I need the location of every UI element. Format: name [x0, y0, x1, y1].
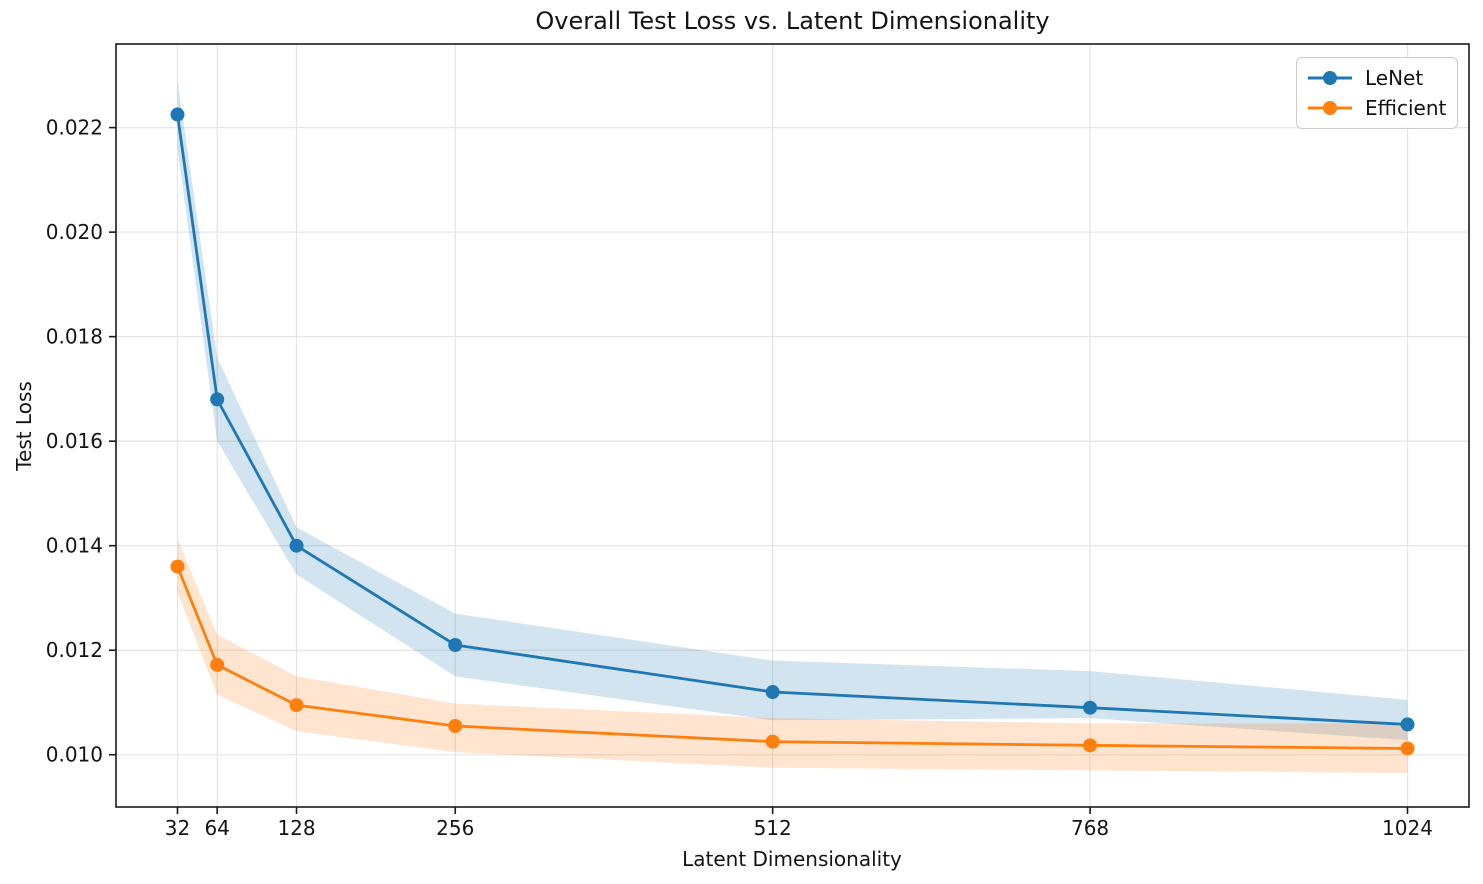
confidence-band-efficient: [177, 539, 1408, 774]
data-point-lenet: [765, 685, 780, 700]
x-tick-label: 256: [436, 816, 474, 840]
x-tick-label: 768: [1071, 816, 1109, 840]
data-point-efficient: [1083, 738, 1098, 753]
y-axis-label: Test Loss: [12, 381, 36, 471]
x-tick-label: 128: [277, 816, 315, 840]
data-point-efficient: [765, 734, 780, 749]
legend-marker-lenet-icon: [1308, 71, 1352, 85]
chart-title: Overall Test Loss vs. Latent Dimensional…: [535, 7, 1050, 35]
x-tick-label: 512: [754, 816, 792, 840]
data-point-lenet: [170, 107, 185, 122]
y-tick-label: 0.022: [46, 116, 103, 140]
y-tick-label: 0.016: [46, 429, 103, 453]
data-point-lenet: [1400, 717, 1415, 732]
data-point-efficient: [289, 698, 304, 713]
x-tick-label: 1024: [1382, 816, 1433, 840]
data-point-efficient: [1400, 741, 1415, 756]
y-tick-label: 0.012: [46, 638, 103, 662]
legend-item-efficient: Efficient: [1307, 95, 1447, 121]
data-point-lenet: [289, 538, 304, 553]
data-point-lenet: [1083, 700, 1098, 715]
confidence-band-lenet: [177, 80, 1408, 741]
series-line-lenet: [176, 113, 1409, 726]
y-tick-label: 0.020: [46, 220, 103, 244]
x-axis-label: Latent Dimensionality: [682, 847, 902, 871]
legend-marker-efficient-icon: [1308, 101, 1352, 115]
data-point-efficient: [210, 657, 225, 672]
y-tick-label: 0.010: [46, 743, 103, 767]
legend: LeNet Efficient: [1296, 57, 1458, 129]
data-point-lenet: [448, 637, 463, 652]
data-point-lenet: [210, 392, 225, 407]
data-point-efficient: [448, 718, 463, 733]
axes-spines: [115, 43, 1470, 808]
y-tick-label: 0.018: [46, 325, 103, 349]
legend-item-lenet: LeNet: [1307, 65, 1447, 91]
legend-label-efficient: Efficient: [1365, 96, 1447, 120]
data-point-efficient: [170, 559, 185, 574]
x-tick-label: 32: [165, 816, 190, 840]
y-tick-label: 0.014: [46, 534, 103, 558]
x-tick-label: 64: [204, 816, 229, 840]
legend-label-lenet: LeNet: [1365, 66, 1424, 90]
